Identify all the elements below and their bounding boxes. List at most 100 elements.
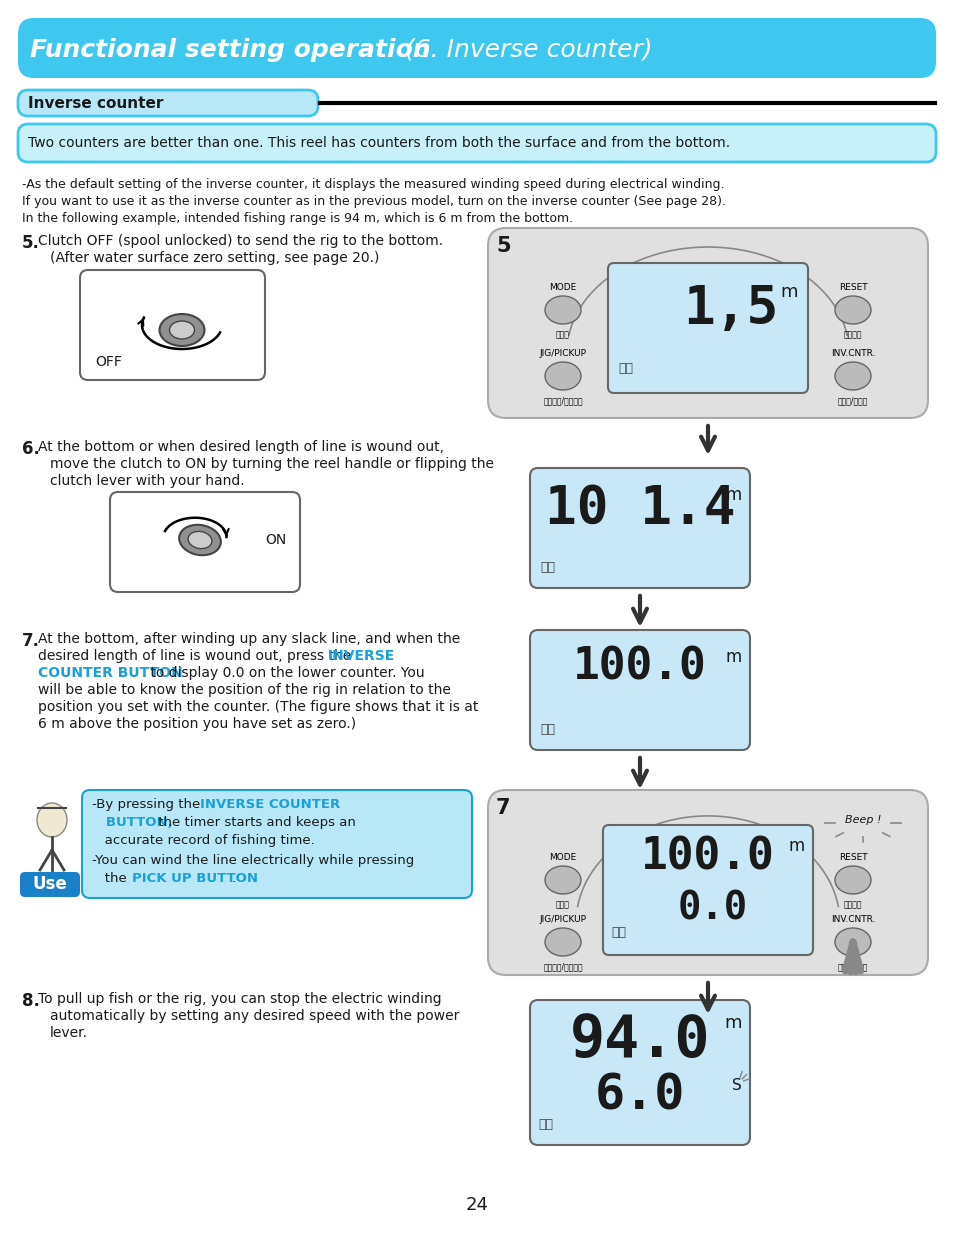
FancyBboxPatch shape (488, 228, 927, 417)
Text: -As the default setting of the inverse counter, it displays the measured winding: -As the default setting of the inverse c… (22, 178, 723, 191)
Text: OFF: OFF (95, 354, 122, 369)
FancyBboxPatch shape (488, 790, 927, 974)
Ellipse shape (544, 866, 580, 894)
FancyBboxPatch shape (20, 872, 80, 897)
Text: 100.0: 100.0 (573, 645, 706, 688)
Text: JIG/PICKUP: JIG/PICKUP (539, 350, 586, 358)
FancyBboxPatch shape (18, 19, 935, 78)
Ellipse shape (159, 314, 204, 346)
Text: リセット: リセット (842, 330, 862, 338)
Text: 24: 24 (465, 1195, 488, 1214)
Ellipse shape (37, 803, 67, 837)
Text: Clutch OFF (spool unlocked) to send the rig to the bottom.: Clutch OFF (spool unlocked) to send the … (38, 233, 442, 248)
Ellipse shape (544, 362, 580, 390)
FancyBboxPatch shape (110, 492, 299, 592)
Text: Two counters are better than one. This reel has counters from both the surface a: Two counters are better than one. This r… (28, 136, 729, 149)
Text: 6 m above the position you have set as zero.): 6 m above the position you have set as z… (38, 718, 355, 731)
Text: INVERSE COUNTER: INVERSE COUNTER (200, 798, 340, 811)
Text: -You can wind the line electrically while pressing: -You can wind the line electrically whil… (91, 853, 414, 867)
Ellipse shape (544, 927, 580, 956)
Text: accurate record of fishing time.: accurate record of fishing time. (91, 834, 314, 847)
Text: Functional setting operation: Functional setting operation (30, 38, 430, 62)
Text: RESET: RESET (838, 283, 866, 291)
Text: (6. Inverse counter): (6. Inverse counter) (405, 38, 652, 62)
Text: S: S (732, 1078, 741, 1093)
Ellipse shape (834, 362, 870, 390)
Text: 6.: 6. (22, 440, 40, 458)
Text: COUNTER BUTTON: COUNTER BUTTON (38, 666, 183, 680)
Text: 船止: 船止 (539, 722, 555, 736)
Text: the: the (91, 872, 131, 885)
Text: .: . (232, 872, 236, 885)
Text: 7: 7 (496, 798, 510, 818)
Ellipse shape (834, 296, 870, 324)
Text: 0.0: 0.0 (678, 890, 747, 927)
FancyBboxPatch shape (530, 630, 749, 750)
FancyBboxPatch shape (530, 1000, 749, 1145)
Text: to display 0.0 on the lower counter. You: to display 0.0 on the lower counter. You (146, 666, 424, 680)
FancyBboxPatch shape (607, 263, 807, 393)
Text: 94.0: 94.0 (569, 1011, 709, 1070)
FancyBboxPatch shape (18, 124, 935, 162)
Text: 8.: 8. (22, 992, 40, 1010)
Text: move the clutch to ON by turning the reel handle or flipping the: move the clutch to ON by turning the ree… (50, 457, 494, 471)
Text: PICK UP BUTTON: PICK UP BUTTON (132, 872, 257, 885)
Text: m: m (788, 837, 804, 855)
Text: Inverse counter: Inverse counter (28, 95, 163, 110)
Ellipse shape (834, 927, 870, 956)
Text: 7.: 7. (22, 632, 40, 650)
Text: automatically by setting any desired speed with the power: automatically by setting any desired spe… (50, 1009, 459, 1023)
Text: m: m (725, 648, 741, 666)
FancyBboxPatch shape (602, 825, 812, 955)
Text: m: m (780, 283, 797, 301)
Text: 6.0: 6.0 (594, 1072, 684, 1120)
FancyBboxPatch shape (530, 468, 749, 588)
Text: シャクリ/チョイ借: シャクリ/チョイ借 (542, 962, 582, 971)
Text: desired length of line is wound out, press the: desired length of line is wound out, pre… (38, 650, 355, 663)
Text: 船止: 船止 (618, 362, 633, 375)
Text: In the following example, intended fishing range is 94 m, which is 6 m from the : In the following example, intended fishi… (22, 212, 573, 225)
Text: -By pressing the: -By pressing the (91, 798, 204, 811)
Text: If you want to use it as the inverse counter as in the previous model, turn on t: If you want to use it as the inverse cou… (22, 195, 725, 207)
Text: 10 1.4: 10 1.4 (544, 483, 735, 535)
Text: 船止: 船止 (610, 926, 625, 939)
Ellipse shape (179, 525, 220, 556)
Text: INV.CNTR.: INV.CNTR. (830, 350, 874, 358)
Text: position you set with the counter. (The figure shows that it is at: position you set with the counter. (The … (38, 700, 477, 714)
Text: 100.0: 100.0 (640, 835, 774, 878)
Text: (After water surface zero setting, see page 20.): (After water surface zero setting, see p… (50, 251, 379, 266)
Text: 底から/楊メモ: 底から/楊メモ (837, 396, 867, 405)
Text: Use: Use (32, 876, 68, 893)
Text: リセット: リセット (842, 900, 862, 909)
FancyBboxPatch shape (18, 90, 317, 116)
Text: m: m (723, 1014, 741, 1032)
Text: To pull up fish or the rig, you can stop the electric winding: To pull up fish or the rig, you can stop… (38, 992, 441, 1007)
Text: 船止: 船止 (539, 561, 555, 574)
FancyBboxPatch shape (82, 790, 472, 898)
Text: 5.: 5. (22, 233, 40, 252)
Text: lever.: lever. (50, 1026, 88, 1040)
Text: MODE: MODE (549, 283, 576, 291)
Text: the timer starts and keeps an: the timer starts and keeps an (153, 816, 355, 829)
Text: m: m (725, 487, 741, 504)
Text: will be able to know the position of the rig in relation to the: will be able to know the position of the… (38, 683, 451, 697)
Text: INV.CNTR.: INV.CNTR. (830, 915, 874, 924)
Text: ON: ON (265, 534, 286, 547)
Ellipse shape (170, 321, 194, 338)
Text: 1,5: 1,5 (682, 283, 778, 335)
Text: シャクリ/チョイ借: シャクリ/チョイ借 (542, 396, 582, 405)
Text: 底から/楊メモ: 底から/楊メモ (837, 962, 867, 971)
Text: 5: 5 (496, 236, 510, 256)
FancyBboxPatch shape (80, 270, 265, 380)
Text: JIG/PICKUP: JIG/PICKUP (539, 915, 586, 924)
Text: BUTTON,: BUTTON, (91, 816, 172, 829)
Text: At the bottom, after winding up any slack line, and when the: At the bottom, after winding up any slac… (38, 632, 459, 646)
Text: At the bottom or when desired length of line is wound out,: At the bottom or when desired length of … (38, 440, 443, 454)
Text: 船止: 船止 (537, 1118, 553, 1131)
Text: モード: モード (556, 330, 569, 338)
Text: INVERSE: INVERSE (328, 650, 395, 663)
Text: MODE: MODE (549, 853, 576, 862)
Text: Beep !: Beep ! (843, 815, 881, 825)
Text: モード: モード (556, 900, 569, 909)
Ellipse shape (188, 531, 212, 548)
